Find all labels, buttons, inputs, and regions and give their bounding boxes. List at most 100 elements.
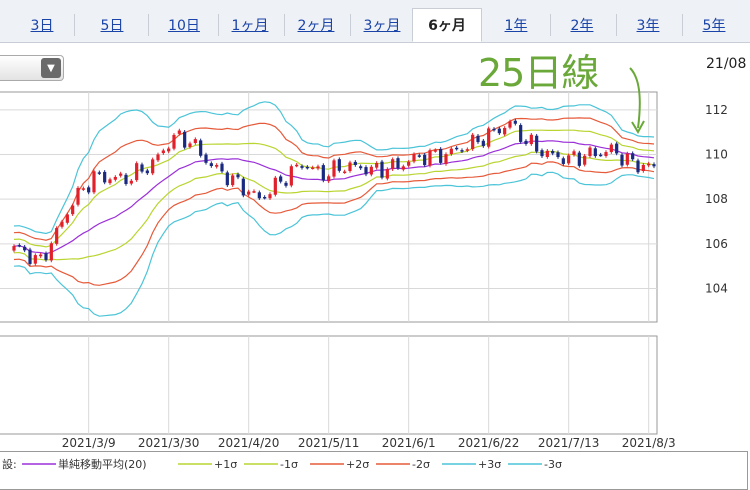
candle-body (183, 131, 187, 148)
candle-body (476, 135, 480, 143)
candle-body (401, 166, 405, 170)
x-tick-label: 2021/7/13 (538, 436, 600, 450)
candle-body (449, 148, 453, 155)
tab-10-days[interactable]: 10日 (168, 18, 200, 34)
candle-body (348, 162, 352, 171)
x-tick-label: 2021/3/30 (138, 436, 200, 450)
candle-body (103, 171, 107, 183)
tab-separator (74, 14, 75, 36)
x-tick-label: 2021/8/3 (622, 436, 676, 450)
candle-body (135, 163, 139, 181)
candle-body (23, 246, 27, 251)
candle-body (652, 164, 656, 167)
x-tick-label: 2021/6/1 (382, 436, 436, 450)
candle-body (529, 134, 533, 145)
candle-body (284, 182, 288, 186)
annotation-arrow (629, 67, 641, 129)
candle-body (119, 173, 123, 176)
tab-separator (284, 14, 285, 36)
candle-body (12, 246, 16, 251)
candle-body (273, 177, 277, 195)
candle-body (167, 148, 171, 152)
y-tick-label: 108 (705, 192, 728, 206)
indicator-select[interactable]: ▼ (0, 55, 64, 81)
candle-body (55, 228, 59, 244)
tab-2-months[interactable]: 2ヶ月 (297, 18, 335, 34)
chevron-down-icon[interactable]: ▼ (41, 58, 61, 78)
candle-body (204, 154, 208, 163)
candle-body (551, 151, 555, 154)
minus-2-sigma-line (13, 161, 655, 286)
candle-body (188, 143, 192, 147)
candle-body (87, 187, 91, 193)
candle-body (625, 153, 629, 165)
plus-3-sigma-line (13, 101, 655, 235)
annotation-arrowhead (631, 120, 645, 135)
candle-body (17, 245, 21, 247)
candle-body (268, 194, 272, 199)
candle-body (465, 149, 469, 151)
candle-body (423, 154, 427, 166)
candle-body (295, 164, 299, 167)
grid (0, 92, 657, 434)
candle-body (289, 166, 293, 186)
candle-body (300, 166, 304, 168)
candle-body (359, 166, 363, 169)
tab-separator (148, 14, 149, 36)
candle-body (33, 255, 37, 264)
candle-body (49, 243, 53, 261)
candle-body (620, 154, 624, 166)
candle-body (193, 139, 197, 144)
tab-3-days[interactable]: 3日 (30, 18, 54, 34)
candle-body (396, 158, 400, 169)
tab-5-days[interactable]: 5日 (100, 18, 124, 34)
candle-body (572, 151, 576, 155)
candle-body (321, 165, 325, 181)
tab-3-months[interactable]: 3ヶ月 (363, 18, 401, 34)
candle-body (28, 249, 32, 264)
candle-body (161, 150, 165, 154)
candle-body (353, 161, 357, 165)
candle-body (337, 159, 341, 171)
tab-1-month[interactable]: 1ヶ月 (231, 18, 269, 34)
candle-body (380, 161, 384, 178)
candle-body (220, 163, 224, 172)
candle-body (124, 174, 128, 185)
tab-3-years[interactable]: 3年 (636, 18, 660, 34)
y-tick-label: 106 (705, 237, 728, 251)
candle-body (487, 128, 491, 147)
minus-3-sigma-line (13, 171, 655, 317)
candle-body (113, 176, 117, 180)
legend-box (0, 451, 748, 490)
candle-body (97, 172, 101, 174)
tab-separator (616, 14, 617, 36)
sma-20-line (13, 140, 655, 255)
tab-5-years[interactable]: 5年 (702, 18, 726, 34)
candle-body (583, 155, 587, 165)
candle-body (316, 166, 320, 169)
tab-6-months[interactable]: 6ヶ月 (412, 8, 482, 42)
candle-body (641, 164, 645, 171)
candle-body (460, 150, 464, 152)
candle-body (76, 187, 80, 205)
candle-body (577, 152, 581, 166)
y-tick-label: 104 (705, 282, 728, 296)
tab-2-years[interactable]: 2年 (570, 18, 594, 34)
candle-body (332, 160, 336, 177)
candle-body (439, 148, 443, 163)
tab-1-year[interactable]: 1年 (504, 18, 528, 34)
candle-body (545, 150, 549, 157)
tab-separator (218, 14, 219, 36)
candle-body (519, 125, 523, 142)
candle-body (609, 144, 613, 153)
candle-body (615, 143, 619, 154)
x-tick-label: 2021/4/20 (218, 436, 280, 450)
candle-body (343, 171, 347, 173)
candle-body (407, 161, 411, 166)
candle-body (209, 163, 213, 167)
chart-date-label: 21/08 (706, 56, 747, 72)
candle-body (561, 158, 565, 164)
candle-body (599, 154, 603, 157)
candle-body (588, 147, 592, 157)
